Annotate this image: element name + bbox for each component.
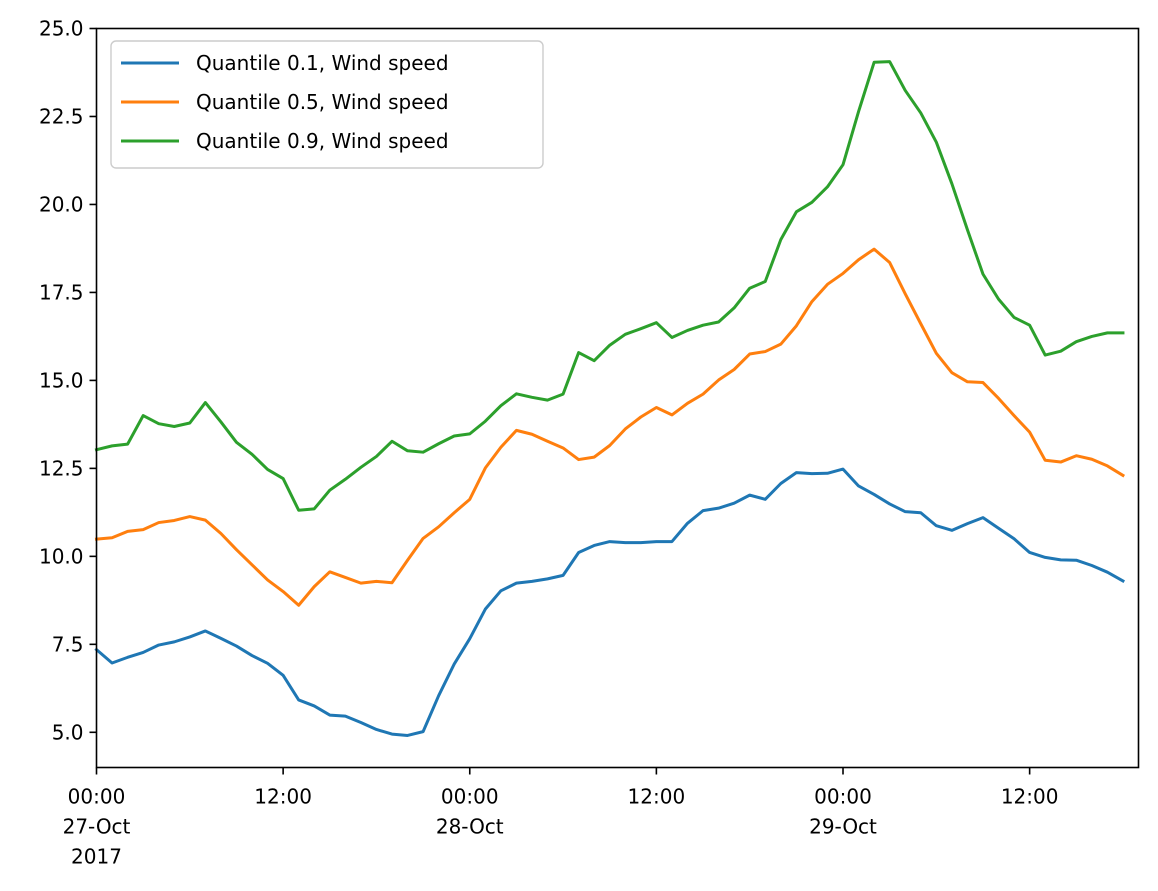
x-tick-label: 29-Oct [809,815,877,839]
legend-label-q01: Quantile 0.1, Wind speed [196,51,449,75]
y-tick-label: 12.5 [39,456,84,480]
legend-label-q05: Quantile 0.5, Wind speed [196,90,449,114]
x-tick-label: 12:00 [628,785,686,809]
y-tick-label: 25.0 [39,17,84,41]
x-tick-label: 2017 [71,845,122,869]
y-tick-label: 20.0 [39,192,84,216]
y-tick-label: 15.0 [39,368,84,392]
y-tick-label: 10.0 [39,544,84,568]
x-tick-label: 00:00 [441,785,499,809]
x-tick-label: 28-Oct [436,815,504,839]
x-tick-label: 12:00 [1001,785,1059,809]
x-tick-label: 12:00 [254,785,312,809]
x-axis: 00:00 27-Oct 2017 12:00 00:00 28-Oct 12:00 00:0… [63,767,1059,869]
y-tick-label: 22.5 [39,104,84,128]
legend-label-q09: Quantile 0.9, Wind speed [196,129,449,153]
series-line-0 [94,467,1125,737]
plot-frame [95,27,1140,769]
series-line-2 [94,60,1125,512]
legend-box [110,40,544,169]
series-line-1 [94,247,1126,607]
x-tick-label: 00:00 [68,785,126,809]
x-tick-label: 00:00 [814,785,872,809]
y-tick-label: 17.5 [39,280,84,304]
y-tick-label: 7.5 [52,632,84,656]
y-axis: 5.0 7.5 10.0 12.5 15.0 17.5 20.0 22.5 25.0 [39,17,97,744]
x-tick-label: 27-Oct [63,815,131,839]
legend: Quantile 0.1, Wind speed Quantile 0.5, W… [110,40,544,169]
series-lines [94,60,1126,737]
y-tick-label: 5.0 [52,720,84,744]
